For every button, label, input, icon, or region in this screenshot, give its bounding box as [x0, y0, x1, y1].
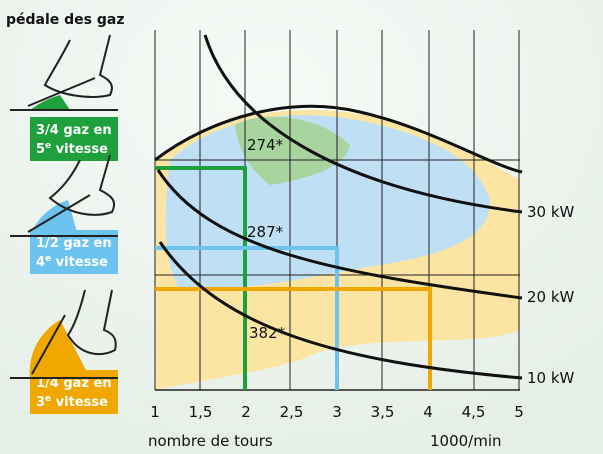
x-tick-label: 2,5 — [280, 403, 304, 421]
x-tick-label: 2 — [241, 403, 251, 421]
x-tick-label: 5 — [514, 403, 524, 421]
pedal-label: 3e vitesse — [36, 394, 108, 410]
island-label: 382* — [249, 324, 286, 342]
pedal-label-box — [30, 117, 118, 161]
pedal-label: 3/4 gaz en — [36, 123, 112, 138]
pedal-label: 1/4 gaz en — [36, 376, 112, 391]
pedal-label: 4e vitesse — [36, 254, 108, 270]
gear-sup: e — [45, 141, 51, 151]
power-label: 20 kW — [527, 288, 575, 306]
pedal-label-box — [30, 230, 118, 274]
line-1-2 — [155, 246, 339, 390]
island-label: 274* — [247, 136, 284, 154]
pedal-label: 1/2 gaz en — [36, 236, 112, 251]
power-label: 10 kW — [527, 369, 575, 387]
power-label: 30 kW — [527, 203, 575, 221]
region-green — [235, 116, 350, 185]
gear: 5 — [36, 142, 45, 157]
gear-sup: e — [45, 394, 51, 404]
x-tick-label: 1,5 — [189, 403, 213, 421]
x-tick-label: 4,5 — [462, 403, 486, 421]
pedal-icons — [10, 34, 118, 379]
x-tick-label: 3 — [332, 403, 342, 421]
x-axis-label: nombre de tours — [148, 432, 273, 450]
gear: 3 — [36, 395, 45, 410]
gear-rest: vitesse — [51, 255, 108, 270]
x-tick-label: 4 — [423, 403, 433, 421]
title: pédale des gaz — [6, 12, 125, 28]
line-1-4 — [155, 287, 432, 390]
gear: 4 — [36, 255, 45, 270]
pedal-label: 5e vitesse — [36, 141, 108, 157]
x-tick-label: 1 — [150, 403, 160, 421]
gear-sup: e — [45, 254, 51, 264]
gear-rest: vitesse — [51, 142, 108, 157]
island-label: 287* — [247, 223, 284, 241]
curves — [154, 34, 523, 380]
x-axis-unit: 1000/min — [430, 432, 502, 450]
x-tick-label: 3,5 — [371, 403, 395, 421]
gear-rest: vitesse — [51, 395, 108, 410]
